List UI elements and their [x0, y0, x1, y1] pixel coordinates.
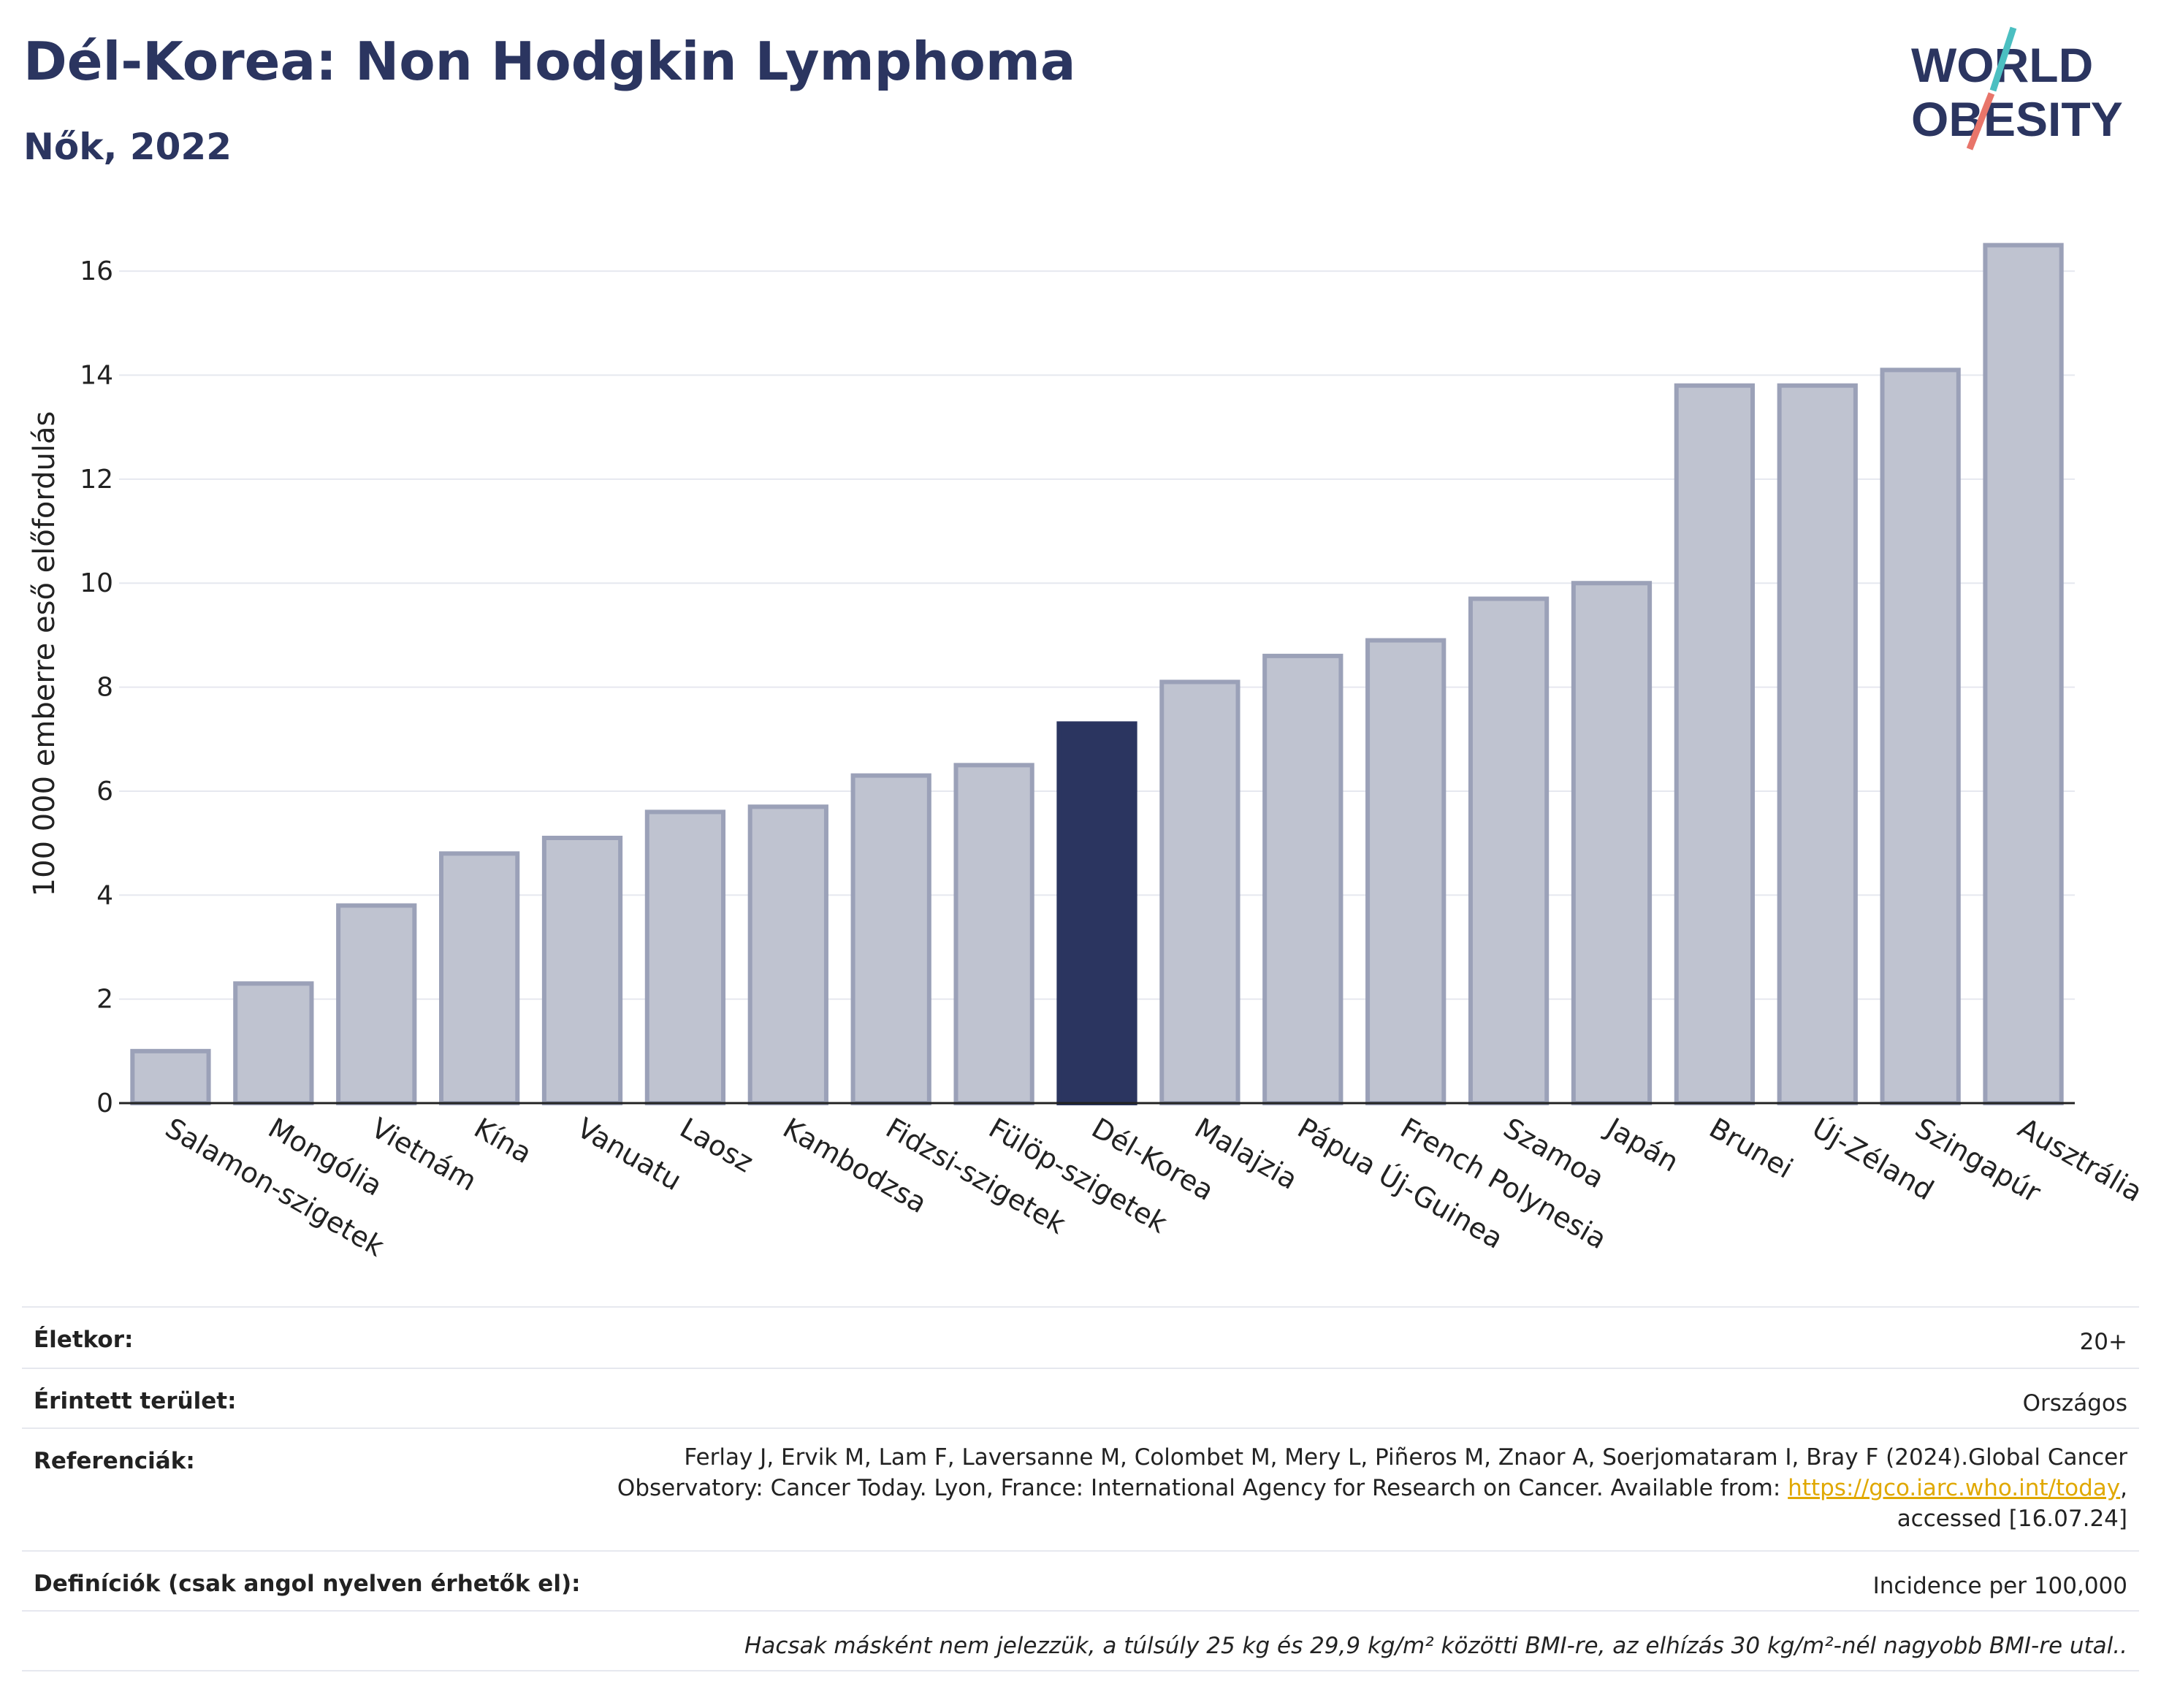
- bar: [953, 763, 1034, 1105]
- bar: [541, 836, 623, 1105]
- references-line2-text: Observatory: Cancer Today. Lyon, France:…: [617, 1475, 1788, 1501]
- x-tick-label: Fidzsi-szigetek: [880, 1112, 1071, 1240]
- bar: [1674, 383, 1755, 1105]
- references-line2: Observatory: Cancer Today. Lyon, France:…: [617, 1473, 2127, 1503]
- y-tick-label: 4: [96, 880, 113, 910]
- area-value: Országos: [2022, 1390, 2127, 1417]
- y-tick-label: 8: [96, 673, 113, 703]
- bar: [233, 981, 314, 1105]
- bar: [1262, 653, 1344, 1105]
- age-value: 20+: [2079, 1329, 2127, 1355]
- bar: [747, 804, 828, 1105]
- references-line3: accessed [16.07.24]: [1897, 1506, 2127, 1532]
- meta-row-age: Életkor: 20+: [22, 1306, 2139, 1368]
- x-tick-label: Brunei: [1704, 1112, 1798, 1185]
- bar-chart: 0 2 4 6 8 10 12 14 16 Salamon-szigetekMongóliaVi…: [28, 243, 2148, 1263]
- bar: [1159, 679, 1240, 1105]
- y-tick-label: 12: [80, 465, 113, 495]
- x-tick-label: Laosz: [674, 1112, 758, 1179]
- meta-row-note: Hacsak másként nem jelezzük, a túlsúly 2…: [22, 1610, 2139, 1671]
- footnote: Hacsak másként nem jelezzük, a túlsúly 2…: [744, 1633, 2127, 1659]
- bar: [1777, 383, 1858, 1105]
- bar: [850, 773, 931, 1106]
- page-title: Dél-Korea: Non Hodgkin Lymphoma: [23, 31, 1076, 92]
- references-label: Referenciák:: [34, 1448, 195, 1474]
- meta-row-definitions: Definíciók (csak angol nyelven érhetők e…: [22, 1550, 2139, 1610]
- age-label: Életkor:: [34, 1327, 134, 1353]
- definitions-value: Incidence per 100,000: [1872, 1573, 2127, 1599]
- references-value: Ferlay J, Ervik M, Lam F, Laversanne M, …: [617, 1442, 2127, 1534]
- logo-line2: OBESITY: [1911, 92, 2123, 146]
- bar: [1983, 243, 2064, 1105]
- y-tick-label: 16: [80, 256, 113, 286]
- x-tick-label: Vanuatu: [572, 1112, 687, 1197]
- metadata-table: Életkor: 20+ Érintett terület: Országos …: [22, 1306, 2139, 1671]
- logo-accent-teal: [1989, 26, 2017, 92]
- bar-highlighted: [1056, 721, 1137, 1105]
- references-link[interactable]: https://gco.iarc.who.int/today: [1788, 1475, 2121, 1501]
- bar: [130, 1048, 211, 1105]
- bar: [644, 809, 726, 1105]
- y-axis-label: 100 000 emberre eső előfordulás: [28, 411, 61, 897]
- x-tick-label: Vietnám: [366, 1112, 482, 1197]
- references-line2-end: ,: [2120, 1475, 2127, 1501]
- logo-accent-coral: [1966, 92, 1995, 150]
- bar: [1880, 367, 1961, 1106]
- x-tick-label: Fülöp-szigetek: [983, 1112, 1173, 1240]
- bar: [1365, 638, 1447, 1105]
- y-axis-ticks: 0 2 4 6 8 10 12 14 16: [80, 256, 113, 1118]
- x-tick-label: Japán: [1600, 1111, 1685, 1178]
- references-line1: Ferlay J, Ervik M, Lam F, Laversanne M, …: [684, 1444, 2127, 1471]
- y-tick-label: 10: [80, 568, 113, 598]
- meta-row-area: Érintett terület: Országos: [22, 1368, 2139, 1427]
- x-tick-label: Kína: [469, 1112, 538, 1170]
- world-obesity-logo: WORLD OBESITY: [1907, 20, 2148, 159]
- y-tick-label: 2: [96, 985, 113, 1015]
- meta-row-references: Referenciák: Ferlay J, Ervik M, Lam F, L…: [22, 1427, 2139, 1550]
- bar: [1468, 596, 1550, 1105]
- y-tick-label: 0: [96, 1089, 113, 1118]
- bar: [1571, 581, 1653, 1105]
- bars: [130, 243, 2064, 1106]
- page-subtitle: Nők, 2022: [23, 126, 232, 168]
- area-label: Érintett terület:: [34, 1388, 237, 1414]
- y-tick-label: 6: [96, 777, 113, 807]
- bar: [439, 851, 520, 1105]
- definitions-label: Definíciók (csak angol nyelven érhetők e…: [34, 1571, 581, 1597]
- y-tick-label: 14: [80, 361, 113, 391]
- bar: [336, 903, 417, 1105]
